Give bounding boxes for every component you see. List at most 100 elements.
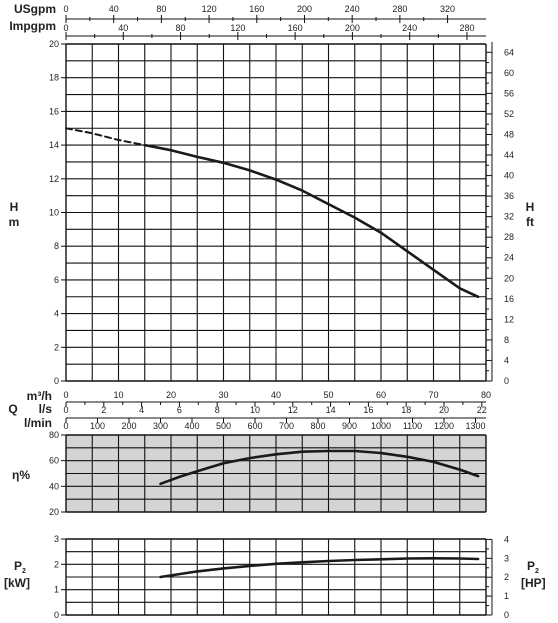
impgpm-tick-label: 40 [118, 23, 128, 33]
m3h-tick-label: 0 [63, 390, 68, 400]
head-curve-dashed-line [65, 127, 146, 147]
ls-tick-label: 12 [288, 405, 298, 415]
ls-tick-label: 4 [139, 405, 144, 415]
h-ft-tick-label: 28 [504, 232, 514, 242]
ls-label: l/s [39, 402, 53, 416]
h-ft-tick-label: 0 [504, 376, 509, 386]
impgpm-tick-label: 200 [345, 23, 360, 33]
lmin-tick-label: 1300 [465, 421, 485, 431]
h-ft-tick-label: 44 [504, 150, 514, 160]
h-ft-tick-label: 4 [504, 355, 509, 365]
h-m-tick-label: 6 [54, 275, 59, 285]
h-ft-tick-label: 56 [504, 88, 514, 98]
eta-tick-label: 20 [49, 507, 59, 517]
ls-tick-label: 20 [439, 405, 449, 415]
p2-hp-tick-label: 2 [504, 572, 509, 582]
h-ft-tick-label: 36 [504, 191, 514, 201]
ls-tick-label: 14 [326, 405, 336, 415]
lmin-tick-label: 700 [279, 421, 294, 431]
p2-left-unit: [kW] [4, 576, 30, 590]
head-curve-line [143, 143, 480, 299]
p2-hp-tick-label: 1 [504, 591, 509, 601]
m3h-tick-label: 20 [166, 390, 176, 400]
eta-tick-label: 60 [49, 456, 59, 466]
h-ft-tick-label: 32 [504, 212, 514, 222]
p2-right-label: P2 [527, 559, 539, 575]
efficiency-curve-line [159, 449, 480, 486]
h-ft-tick-label: 48 [504, 129, 514, 139]
usgpm-tick-label: 320 [440, 4, 455, 14]
lmin-tick-label: 1000 [371, 421, 391, 431]
ls-tick-label: 22 [477, 405, 487, 415]
h-m-tick-label: 4 [54, 309, 59, 319]
ls-tick-label: 6 [177, 405, 182, 415]
eta-label: η% [12, 468, 30, 482]
lmin-tick-label: 600 [247, 421, 262, 431]
h-m-tick-label: 12 [49, 174, 59, 184]
usgpm-tick-label: 0 [63, 4, 68, 14]
impgpm-tick-label: 0 [63, 23, 68, 33]
usgpm-tick-label: 200 [297, 4, 312, 14]
usgpm-tick-label: 120 [202, 4, 217, 14]
eta-tick-label: 40 [49, 481, 59, 491]
impgpm-tick-label: 280 [459, 23, 474, 33]
p2-kw-tick-label: 3 [54, 534, 59, 544]
h-right-label: H [526, 200, 535, 214]
m3h-tick-label: 30 [218, 390, 228, 400]
ls-tick-label: 18 [401, 405, 411, 415]
h-m-tick-label: 18 [49, 73, 59, 83]
ls-tick-label: 10 [250, 405, 260, 415]
m3h-tick-label: 60 [376, 390, 386, 400]
lmin-tick-label: 100 [90, 421, 105, 431]
h-m-tick-label: 0 [54, 376, 59, 386]
m3h-tick-label: 10 [113, 390, 123, 400]
ls-tick-label: 2 [101, 405, 106, 415]
m3h-label: m³/h [27, 389, 52, 403]
usgpm-tick-label: 240 [345, 4, 360, 14]
usgpm-label: USgpm [14, 2, 56, 16]
lmin-tick-label: 400 [184, 421, 199, 431]
m3h-tick-label: 40 [271, 390, 281, 400]
p2-hp-tick-label: 4 [504, 534, 509, 544]
p2-kw-tick-label: 1 [54, 585, 59, 595]
lmin-tick-label: 800 [310, 421, 325, 431]
m3h-tick-label: 50 [323, 390, 333, 400]
usgpm-tick-label: 280 [392, 4, 407, 14]
impgpm-label: Impgpm [9, 19, 56, 33]
impgpm-tick-label: 240 [402, 23, 417, 33]
usgpm-tick-label: 40 [109, 4, 119, 14]
lmin-tick-label: 900 [342, 421, 357, 431]
h-left-label: H [10, 200, 19, 214]
h-right-unit: ft [526, 215, 534, 229]
h-ft-tick-label: 20 [504, 273, 514, 283]
h-ft-tick-label: 24 [504, 253, 514, 263]
lmin-tick-label: 0 [63, 421, 68, 431]
h-left-unit: m [9, 215, 20, 229]
p2-left-label: P2 [14, 559, 26, 575]
h-ft-tick-label: 40 [504, 171, 514, 181]
m3h-tick-label: 70 [428, 390, 438, 400]
ls-tick-label: 0 [63, 405, 68, 415]
p2-kw-tick-label: 0 [54, 610, 59, 620]
m3h-tick-label: 80 [481, 390, 491, 400]
lmin-tick-label: 300 [153, 421, 168, 431]
h-m-tick-label: 8 [54, 241, 59, 251]
h-m-tick-label: 10 [49, 208, 59, 218]
usgpm-tick-label: 160 [249, 4, 264, 14]
usgpm-tick-label: 80 [156, 4, 166, 14]
h-m-tick-label: 16 [49, 106, 59, 116]
power-curve-line [159, 557, 480, 579]
h-ft-tick-label: 8 [504, 335, 509, 345]
h-m-tick-label: 14 [49, 140, 59, 150]
impgpm-tick-label: 80 [176, 23, 186, 33]
lmin-tick-label: 500 [216, 421, 231, 431]
h-ft-tick-label: 52 [504, 109, 514, 119]
h-m-tick-label: 20 [49, 39, 59, 49]
p2-kw-tick-label: 2 [54, 559, 59, 569]
lmin-label: l/min [24, 416, 52, 430]
h-ft-tick-label: 64 [504, 47, 514, 57]
eta-tick-label: 80 [49, 430, 59, 440]
h-ft-tick-label: 60 [504, 68, 514, 78]
